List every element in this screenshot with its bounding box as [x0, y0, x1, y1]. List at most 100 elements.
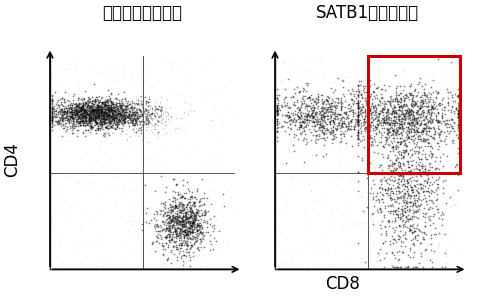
Point — [74, 115, 82, 120]
Point — [88, 107, 96, 112]
Point — [417, 137, 425, 142]
Point — [411, 86, 419, 91]
Point — [101, 120, 109, 124]
Point — [401, 205, 409, 210]
Point — [422, 215, 430, 220]
Point — [54, 121, 62, 126]
Point — [442, 159, 450, 163]
Point — [100, 117, 108, 122]
Point — [147, 121, 155, 126]
Point — [319, 102, 327, 107]
Point — [352, 120, 360, 125]
Point — [92, 112, 100, 117]
Point — [384, 110, 392, 115]
Point — [402, 95, 409, 100]
Point — [349, 112, 357, 117]
Point — [426, 73, 434, 78]
Point — [440, 108, 448, 112]
Point — [418, 151, 426, 156]
Point — [71, 64, 79, 69]
Point — [326, 112, 334, 117]
Point — [343, 128, 351, 132]
Point — [342, 129, 349, 133]
Point — [168, 231, 176, 236]
Point — [114, 112, 122, 117]
Point — [428, 208, 436, 213]
Point — [390, 162, 398, 167]
Point — [177, 229, 185, 234]
Point — [97, 110, 105, 114]
Point — [414, 81, 422, 86]
Point — [98, 120, 106, 125]
Point — [177, 210, 185, 215]
Point — [106, 121, 114, 126]
Point — [99, 114, 107, 119]
Point — [172, 244, 180, 249]
Point — [111, 115, 119, 120]
Point — [180, 253, 188, 258]
Point — [406, 112, 414, 117]
Point — [128, 77, 136, 81]
Point — [420, 121, 428, 126]
Point — [401, 231, 409, 236]
Point — [95, 112, 103, 117]
Point — [158, 114, 166, 119]
Point — [346, 201, 354, 206]
Point — [404, 192, 412, 197]
Point — [176, 226, 184, 231]
Point — [162, 110, 170, 114]
Point — [104, 99, 112, 104]
Point — [182, 224, 190, 229]
Point — [98, 114, 106, 119]
Point — [403, 224, 411, 229]
Point — [76, 108, 84, 112]
Point — [366, 78, 374, 83]
Point — [91, 106, 99, 111]
Point — [326, 110, 334, 115]
Point — [167, 261, 175, 266]
Point — [146, 205, 154, 209]
Point — [192, 216, 200, 221]
Point — [426, 237, 434, 241]
Point — [158, 220, 166, 224]
Point — [370, 106, 378, 111]
Point — [273, 119, 281, 124]
Point — [92, 108, 100, 113]
Point — [420, 118, 428, 123]
Point — [454, 113, 462, 118]
Point — [93, 112, 101, 117]
Point — [386, 209, 394, 213]
Point — [410, 182, 418, 187]
Point — [384, 127, 392, 132]
Point — [360, 117, 368, 121]
Point — [370, 133, 378, 138]
Point — [426, 112, 434, 117]
Point — [290, 103, 298, 108]
Point — [306, 130, 314, 134]
Point — [107, 92, 115, 96]
Point — [88, 116, 96, 120]
Point — [437, 121, 445, 126]
Point — [454, 125, 462, 130]
Point — [428, 119, 436, 123]
Point — [289, 94, 297, 98]
Point — [414, 162, 422, 167]
Point — [318, 93, 326, 97]
Point — [176, 220, 184, 225]
Point — [166, 215, 174, 219]
Point — [88, 108, 96, 112]
Point — [173, 219, 181, 224]
Point — [390, 111, 398, 116]
Point — [339, 121, 347, 126]
Point — [452, 107, 460, 112]
Point — [286, 176, 294, 180]
Point — [273, 112, 281, 117]
Point — [429, 133, 437, 138]
Point — [77, 108, 85, 113]
Point — [360, 126, 368, 131]
Point — [443, 260, 451, 265]
Point — [402, 149, 410, 154]
Point — [78, 101, 86, 105]
Point — [126, 112, 134, 116]
Point — [390, 139, 398, 143]
